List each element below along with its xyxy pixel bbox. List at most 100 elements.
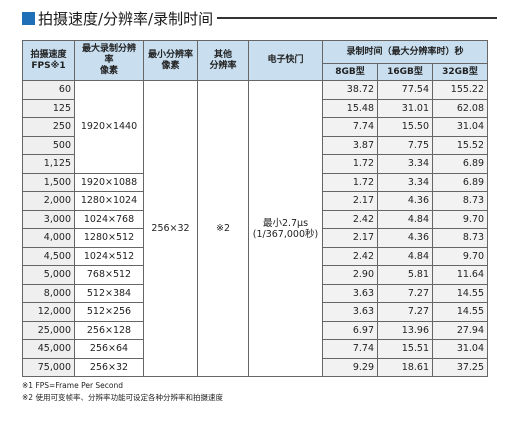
- time-cell: 15.48: [322, 98, 378, 118]
- time-cell: 14.55: [431, 283, 489, 303]
- time-cell: 7.75: [377, 135, 433, 155]
- max-resolution-cell: 512×256: [74, 302, 144, 322]
- max-resolution-cell: 256×128: [74, 320, 144, 340]
- column-header: 最大录制分辨率 像素: [74, 40, 144, 81]
- time-cell: 8.73: [431, 228, 489, 248]
- max-resolution-cell: 1920×1440: [74, 80, 144, 174]
- column-header: 其他 分辨率: [197, 40, 249, 81]
- max-resolution-cell: 1280×512: [74, 228, 144, 248]
- fps-cell: 4,500: [22, 246, 75, 266]
- time-cell: 2.17: [322, 191, 378, 211]
- fps-cell: 1,125: [22, 154, 75, 174]
- max-resolution-cell: 768×512: [74, 265, 144, 285]
- time-cell: 2.90: [322, 265, 378, 285]
- max-resolution-cell: 256×64: [74, 339, 144, 359]
- footnote: ※1 FPS=Frame Per Second: [22, 381, 124, 390]
- cell-line: 最小2.7μs: [262, 217, 309, 229]
- cell-text: 电子快门: [267, 55, 304, 65]
- time-cell: 3.63: [322, 302, 378, 322]
- table-body: 60 1920×1440 256×32 ※2 最小2.7μs (1/367,000秒) 38…: [22, 80, 489, 377]
- time-cell: 8.73: [431, 191, 489, 211]
- table-row: 250 7.74 15.50 31.04: [22, 117, 489, 137]
- title-icon: [22, 11, 35, 25]
- column-header: 32GB型: [431, 63, 489, 81]
- column-header: 8GB型: [322, 63, 378, 81]
- fps-cell: 500: [22, 135, 75, 155]
- time-cell: 7.74: [322, 339, 378, 359]
- header-row: 拍摄速度 FPS※1 最大录制分辨率 像素 最小分辨率 像素 其他 分辨率 电子快门 录制时间（最…: [22, 40, 489, 81]
- time-cell: 1.72: [322, 154, 378, 174]
- time-cell: 13.96: [377, 320, 433, 340]
- footnote: ※2 使用可变帧率、分辨率功能可设定各种分辨率和拍摄速度: [22, 393, 223, 402]
- table-row: 5,000 768×512 2.90 5.81 11.64: [22, 265, 489, 285]
- time-cell: 4.84: [377, 209, 433, 229]
- time-cell: 37.25: [431, 357, 489, 377]
- max-resolution-cell: 1024×512: [74, 246, 144, 266]
- time-cell: 4.36: [377, 191, 433, 211]
- time-cell: 15.52: [431, 135, 489, 155]
- title-bar: 拍摄速度/分辨率/录制时间: [22, 6, 497, 30]
- cell-line: 最小分辨率: [147, 49, 193, 60]
- time-cell: 2.42: [322, 246, 378, 266]
- fps-cell: 250: [22, 117, 75, 137]
- fps-cell: 12,000: [22, 302, 75, 322]
- table-row: 1,125 1.72 3.34 6.89: [22, 154, 489, 174]
- table-row: 75,000 256×32 9.29 18.61 37.25: [22, 357, 489, 377]
- table-row: 2,000 1280×1024 2.17 4.36 8.73: [22, 191, 489, 211]
- table-row: 8,000 512×384 3.63 7.27 14.55: [22, 283, 489, 303]
- table-row: 4,000 1280×512 2.17 4.36 8.73: [22, 228, 489, 248]
- cell-line: 拍摄速度: [30, 49, 67, 60]
- table-row: 1,500 1920×1088 1.72 3.34 6.89: [22, 172, 489, 192]
- time-cell: 7.74: [322, 117, 378, 137]
- cell-line: (1/367,000秒): [252, 228, 319, 240]
- time-cell: 7.27: [377, 283, 433, 303]
- fps-cell: 3,000: [22, 209, 75, 229]
- time-cell: 3.34: [377, 154, 433, 174]
- time-cell: 18.61: [377, 357, 433, 377]
- time-cell: 9.70: [431, 209, 489, 229]
- cell-line: 像素: [161, 60, 180, 71]
- time-cell: 31.01: [377, 98, 433, 118]
- time-cell: 31.04: [431, 339, 489, 359]
- max-resolution-cell: 1024×768: [74, 209, 144, 229]
- fps-cell: 1,500: [22, 172, 75, 192]
- time-cell: 9.29: [322, 357, 378, 377]
- time-cell: 77.54: [377, 80, 433, 100]
- header-row: 8GB型 16GB型 32GB型: [23, 63, 489, 81]
- cell-line: 像素: [99, 66, 118, 76]
- time-cell: 5.81: [377, 265, 433, 285]
- column-header: 拍摄速度 FPS※1: [22, 40, 75, 81]
- time-cell: 14.55: [431, 302, 489, 322]
- table-row: 60 1920×1440 256×32 ※2 最小2.7μs (1/367,000秒) 38…: [22, 80, 489, 377]
- time-cell: 2.17: [322, 228, 378, 248]
- fps-cell: 4,000: [22, 228, 75, 248]
- cell-line: FPS※1: [31, 60, 66, 71]
- time-cell: 15.51: [377, 339, 433, 359]
- other-cell: ※2: [197, 80, 249, 377]
- table-row: 500 3.87 7.75 15.52: [22, 135, 489, 155]
- time-cell: 62.08: [431, 98, 489, 118]
- time-cell: 3.63: [322, 283, 378, 303]
- max-resolution-cell: 1280×1024: [74, 191, 144, 211]
- time-cell: 6.97: [322, 320, 378, 340]
- time-cell: 3.87: [322, 135, 378, 155]
- title: 拍摄速度/分辨率/录制时间: [38, 9, 214, 28]
- max-resolution-cell: 512×384: [74, 283, 144, 303]
- column-header: 16GB型: [377, 63, 433, 81]
- time-cell: 3.34: [377, 172, 433, 192]
- shutter-cell: 最小2.7μs (1/367,000秒): [248, 80, 323, 377]
- time-cell: 4.36: [377, 228, 433, 248]
- time-cell: 2.42: [322, 209, 378, 229]
- max-resolution-cell: 256×32: [74, 357, 144, 377]
- fps-cell: 8,000: [22, 283, 75, 303]
- fps-cell: 45,000: [22, 339, 75, 359]
- column-header: 录制时间（最大分辨率时）秒: [321, 40, 489, 64]
- max-resolution-cell: 1920×1088: [74, 172, 144, 192]
- fps-cell: 75,000: [22, 357, 75, 377]
- cell-line: 分辨率: [209, 60, 237, 71]
- footnotes: ※1 FPS=Frame Per Second ※2 使用可变帧率、分辨率功能可设…: [22, 380, 223, 404]
- cell-line: 最大录制分辨率: [81, 44, 136, 65]
- cell-line: 其他: [213, 49, 232, 60]
- fps-cell: 5,000: [22, 265, 75, 285]
